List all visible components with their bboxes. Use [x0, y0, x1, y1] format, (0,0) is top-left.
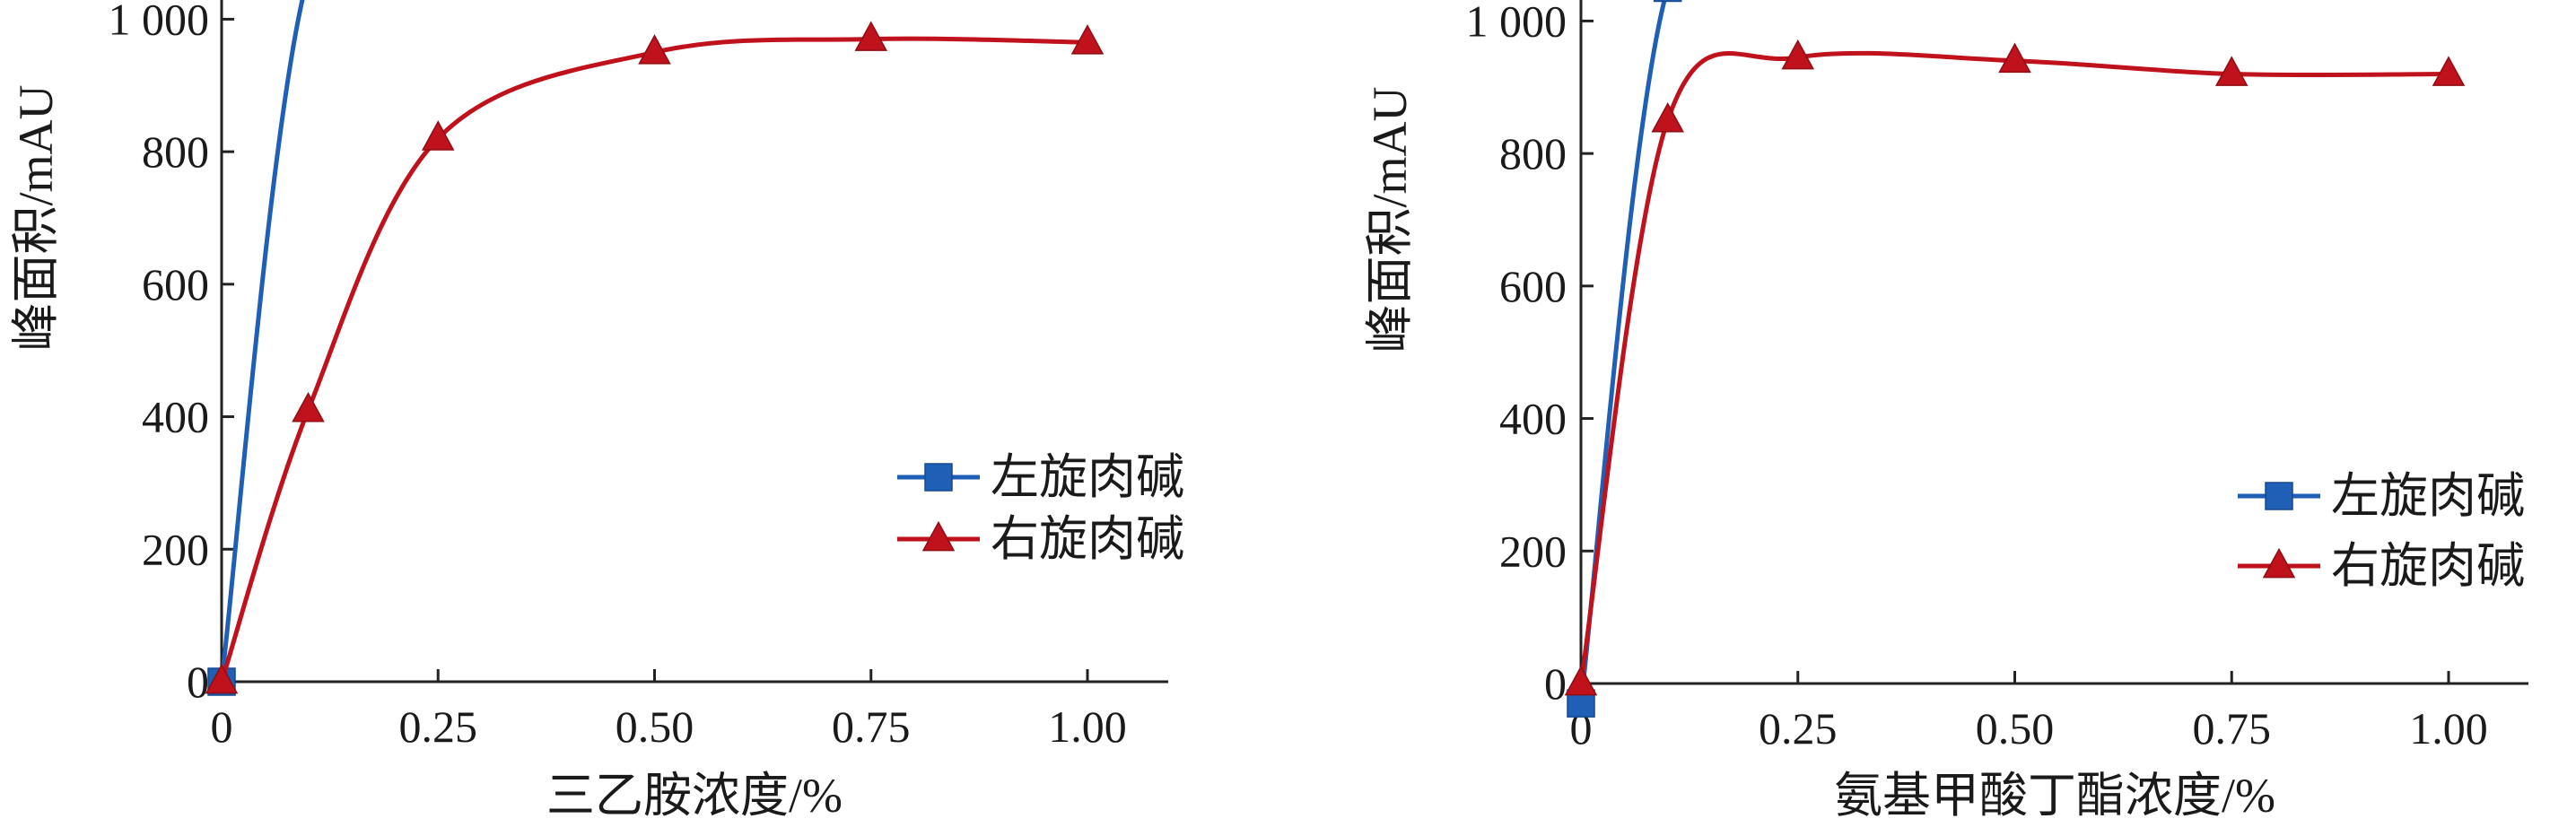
x-tick-label: 0	[211, 701, 233, 752]
data-point	[205, 663, 239, 694]
x-tick-label: 1.00	[1048, 701, 1127, 752]
legend-entry: 右旋肉碱	[2238, 539, 2525, 593]
legend-label: 右旋肉碱	[991, 512, 1184, 566]
series-line	[1578, 0, 1667, 706]
data-point	[1653, 0, 1682, 3]
x-tick-label: 0.25	[1759, 703, 1838, 753]
legend-label: 左旋肉碱	[991, 450, 1184, 504]
legend-entry: 左旋肉碱	[2238, 469, 2525, 523]
x-axis-title: 氨基甲酸丁酯浓度/%	[1834, 769, 2275, 823]
series-line	[219, 0, 305, 684]
x-tick-label: 0.75	[832, 701, 911, 752]
y-tick-label: 400	[142, 392, 209, 442]
x-axis-title: 三乙胺浓度/%	[546, 769, 843, 823]
data-point	[854, 21, 888, 51]
legend-label: 左旋肉碱	[2331, 469, 2525, 523]
legend-entry: 左旋肉碱	[897, 450, 1184, 504]
series-line	[1578, 50, 2451, 686]
data-point	[2214, 56, 2249, 86]
data-point	[1998, 42, 2031, 74]
y-tick-label: 0	[187, 657, 209, 707]
series-d-carnitine	[1564, 39, 2466, 696]
y-tick-label: 1 000	[1466, 0, 1567, 46]
data-point	[1564, 665, 1598, 696]
data-point	[1070, 24, 1105, 55]
data-point	[292, 392, 325, 422]
y-tick-label: 200	[142, 524, 209, 574]
legend-marker	[924, 463, 953, 492]
data-point	[638, 34, 671, 65]
data-point	[421, 120, 455, 151]
series-l-carnitine	[1567, 0, 1682, 718]
legend-label: 右旋肉碱	[2331, 539, 2525, 593]
x-tick-label: 0.25	[399, 701, 478, 752]
y-tick-label: 800	[1499, 128, 1567, 179]
legend-entry: 右旋肉碱	[897, 512, 1184, 566]
data-point	[1651, 102, 1684, 133]
y-tick-label: 200	[1499, 526, 1567, 576]
x-tick-label: 1.00	[2409, 703, 2488, 753]
data-point	[1781, 39, 1815, 70]
legend-marker	[2265, 482, 2293, 510]
y-axis-title: 峰面积/mAU	[1363, 86, 1417, 353]
y-tick-label: 600	[142, 259, 209, 309]
series-d-carnitine	[205, 21, 1105, 694]
legend-marker	[2262, 547, 2296, 579]
data-point	[2432, 56, 2466, 86]
legend-marker	[921, 520, 956, 552]
y-tick-label: 800	[142, 126, 209, 177]
x-tick-label: 0.50	[1976, 703, 2055, 753]
x-tick-label: 0.50	[616, 701, 694, 752]
y-tick-label: 400	[1499, 394, 1567, 444]
y-tick-label: 600	[1499, 261, 1567, 311]
x-tick-label: 0.75	[2193, 703, 2272, 753]
series-l-carnitine	[207, 0, 305, 696]
y-axis-title: 峰面积/mAU	[9, 84, 63, 351]
series-line	[219, 36, 1090, 684]
y-tick-label: 0	[1544, 658, 1567, 709]
y-tick-label: 1 000	[109, 0, 210, 44]
